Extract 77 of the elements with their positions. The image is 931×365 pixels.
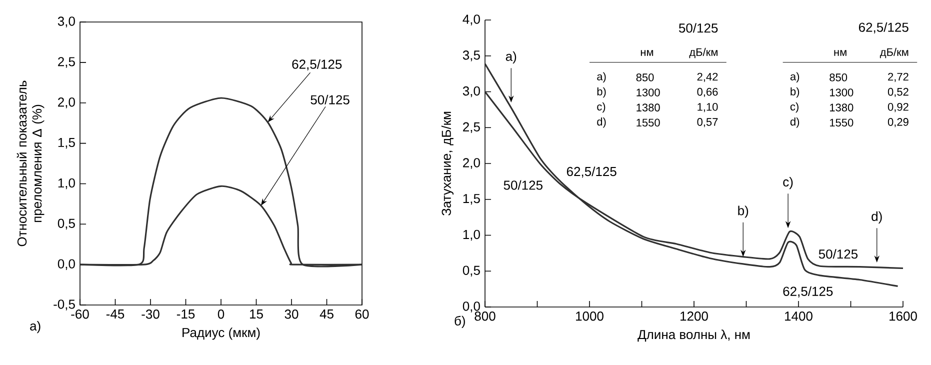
- x-tick-label: 15: [250, 310, 263, 319]
- y-tick-label: 3,0: [462, 86, 480, 98]
- annotation: b): [790, 87, 800, 98]
- y-tick-label: 3,0: [58, 16, 75, 28]
- y-tick-label: 2,5: [58, 57, 75, 68]
- annotation: c): [783, 176, 793, 190]
- x-tick-label: 1200: [680, 312, 708, 321]
- y-axis-title: Затухание, дБ/км: [441, 112, 454, 216]
- annotation: c): [790, 102, 798, 113]
- annotation: d): [872, 211, 882, 224]
- annotation: d): [790, 117, 800, 128]
- annotation: 1380: [830, 104, 854, 112]
- y-tick-label: 1,0: [58, 178, 75, 190]
- y-tick-label: 2,0: [58, 97, 75, 108]
- x-tick-label: 45: [320, 310, 334, 319]
- text: 50/125: [310, 94, 350, 104]
- annotation: 1,10: [698, 102, 718, 112]
- annotation: 0,92: [888, 102, 908, 112]
- annotation: 0,66: [697, 88, 718, 98]
- y-axis-title: Относительный показатель преломления Δ (%): [16, 80, 44, 246]
- annotation: дБ/км: [689, 48, 718, 58]
- annotation: 850: [636, 74, 654, 82]
- annotation: 850: [830, 74, 848, 82]
- annotation: 2,42: [697, 72, 718, 82]
- y-tick-label: 0,5: [58, 218, 75, 230]
- annotation: 50/125: [678, 23, 718, 33]
- y-tick-label: 0,0: [462, 302, 480, 312]
- annotation: 2,72: [888, 72, 908, 82]
- annotation: 50/125: [818, 249, 858, 259]
- x-tick-label: -45: [106, 310, 124, 319]
- x-tick-label: -30: [142, 310, 160, 319]
- annotation: 1380: [636, 104, 660, 112]
- annotation: 62,5/125: [783, 286, 833, 298]
- x-tick-label: 1000: [576, 312, 604, 321]
- series-label: 50/125: [504, 180, 542, 190]
- annotation: 0,57: [697, 118, 718, 128]
- annotation: b): [597, 87, 606, 98]
- annotation: c): [597, 102, 606, 113]
- x-axis-title: Длина волны λ, нм: [638, 330, 750, 342]
- annotation: нм: [834, 50, 846, 56]
- annotation: 0,29: [888, 118, 908, 128]
- y-tick-label: 2,0: [463, 158, 480, 169]
- x-tick-label: 30: [284, 310, 298, 319]
- series-label: 62,5/125: [566, 166, 616, 178]
- x-tick-label: 800: [474, 312, 496, 321]
- x-tick-label: 1400: [785, 312, 812, 321]
- annotation: 1300: [830, 88, 854, 96]
- annotation: дБ/км: [880, 48, 908, 58]
- x-axis-title: Радиус (мкм): [182, 328, 260, 340]
- y-tick-label: 3,5: [462, 50, 480, 62]
- annotation: d): [597, 117, 606, 128]
- x-tick-label: 0: [218, 310, 224, 319]
- annotation: a): [506, 51, 516, 64]
- x-tick-label: -60: [71, 310, 89, 319]
- y-tick-label: 1,5: [463, 194, 480, 205]
- annotation: a): [597, 72, 606, 83]
- x-tick-label: -15: [176, 310, 195, 319]
- y-tick-label: 4,0: [462, 14, 480, 26]
- x-tick-label: 60: [355, 310, 369, 319]
- annotation: a): [790, 72, 800, 83]
- y-tick-label: -0,5: [54, 300, 75, 310]
- annotation: 1550: [830, 118, 854, 127]
- y-tick-label: 0,0: [58, 259, 75, 270]
- annotation: 1300: [636, 88, 660, 96]
- x-tick-label: 1600: [890, 312, 917, 321]
- annotation: 1550: [636, 118, 660, 127]
- y-tick-label: 1,5: [58, 138, 75, 149]
- annotation: 62,5/125: [858, 22, 908, 34]
- y-tick-label: 1,0: [463, 230, 480, 241]
- y-tick-label: 2,5: [463, 122, 480, 133]
- y-tick-label: 0,5: [462, 266, 480, 276]
- annotation: b): [738, 206, 748, 218]
- text: 62,5/125: [292, 59, 342, 70]
- annotation: нм: [640, 50, 654, 56]
- annotation: 0,52: [888, 88, 908, 98]
- text: б): [454, 316, 465, 328]
- text: а): [30, 321, 40, 334]
